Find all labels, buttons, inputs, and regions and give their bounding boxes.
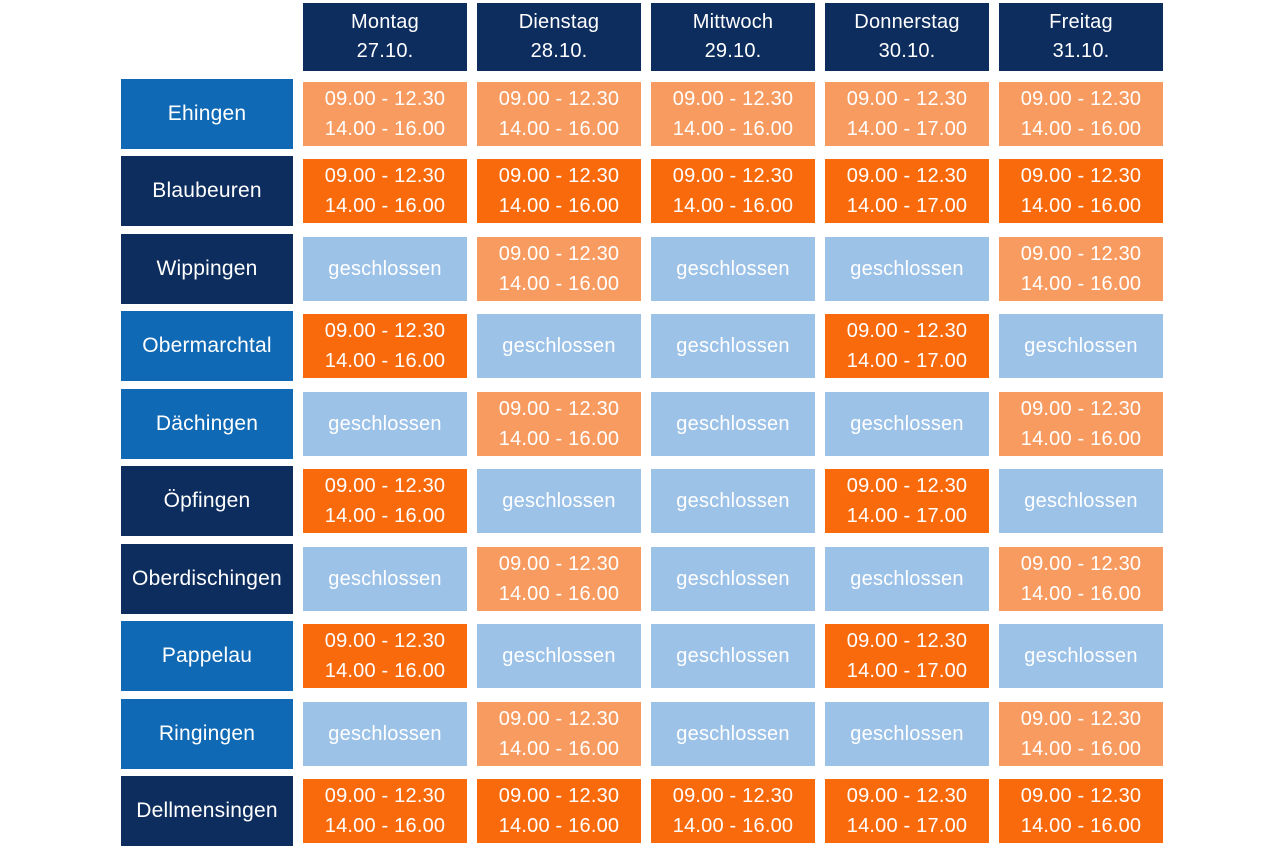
row-header-ehingen: Ehingen [121,78,293,149]
schedule-cell: 09.00 - 12.30 14.00 - 16.00 [303,779,467,843]
schedule-cell: geschlossen [477,624,641,688]
schedule-cell: 09.00 - 12.30 14.00 - 16.00 [477,236,641,301]
schedule-cell: geschlossen [825,391,989,456]
date-label: 28.10. [530,40,588,62]
schedule-cell: 09.00 - 12.30 14.00 - 17.00 [825,159,989,223]
table-corner-spacer [121,3,293,71]
schedule-cell: 09.00 - 12.30 14.00 - 16.00 [999,391,1163,456]
schedule-cell: 09.00 - 12.30 14.00 - 16.00 [303,314,467,378]
col-header-donnerstag: Donnerstag 30.10. [825,3,989,71]
schedule-cell: geschlossen [303,546,467,611]
schedule-cell: 09.00 - 12.30 14.00 - 16.00 [477,391,641,456]
schedule-cell: 09.00 - 12.30 14.00 - 16.00 [303,624,467,688]
schedule-cell: 09.00 - 12.30 14.00 - 16.00 [303,81,467,146]
day-label: Freitag [1049,11,1113,33]
row-header-blaubeuren: Blaubeuren [121,156,293,226]
row-header-wippingen: Wippingen [121,233,293,304]
schedule-cell: geschlossen [303,391,467,456]
date-label: 27.10. [356,40,414,62]
schedule-cell: geschlossen [651,314,815,378]
schedule-cell: geschlossen [999,469,1163,533]
schedule-cell: 09.00 - 12.30 14.00 - 16.00 [651,779,815,843]
schedule-cell: 09.00 - 12.30 14.00 - 16.00 [477,701,641,766]
row-header-dellmensingen: Dellmensingen [121,776,293,846]
day-label: Donnerstag [854,11,960,33]
schedule-cell: 09.00 - 12.30 14.00 - 17.00 [825,779,989,843]
date-label: 29.10. [704,40,762,62]
schedule-cell: geschlossen [999,624,1163,688]
day-label: Dienstag [518,11,600,33]
schedule-cell: geschlossen [651,624,815,688]
schedule-cell: geschlossen [651,469,815,533]
row-header-oberdischingen: Oberdischingen [121,543,293,614]
row-header-ringingen: Ringingen [121,698,293,769]
schedule-cell: 09.00 - 12.30 14.00 - 16.00 [477,159,641,223]
schedule-cell: 09.00 - 12.30 14.00 - 17.00 [825,314,989,378]
schedule-cell: geschlossen [825,546,989,611]
date-label: 30.10. [878,40,936,62]
col-header-montag: Montag 27.10. [303,3,467,71]
schedule-cell: 09.00 - 12.30 14.00 - 16.00 [999,779,1163,843]
schedule-cell: 09.00 - 12.30 14.00 - 16.00 [999,236,1163,301]
schedule-cell: 09.00 - 12.30 14.00 - 16.00 [999,701,1163,766]
schedule-cell: 09.00 - 12.30 14.00 - 16.00 [999,81,1163,146]
day-label: Mittwoch [692,11,774,33]
schedule-cell: 09.00 - 12.30 14.00 - 17.00 [825,624,989,688]
day-label: Montag [351,11,419,33]
col-header-mittwoch: Mittwoch 29.10. [651,3,815,71]
schedule-cell: geschlossen [477,469,641,533]
schedule-cell: geschlossen [651,546,815,611]
row-header-obermarchtal: Obermarchtal [121,311,293,381]
row-header-oepfingen: Öpfingen [121,466,293,536]
col-header-freitag: Freitag 31.10. [999,3,1163,71]
schedule-cell: 09.00 - 12.30 14.00 - 17.00 [825,469,989,533]
row-header-daechingen: Dächingen [121,388,293,459]
col-header-dienstag: Dienstag 28.10. [477,3,641,71]
schedule-cell: 09.00 - 12.30 14.00 - 16.00 [999,159,1163,223]
schedule-cell: geschlossen [477,314,641,378]
schedule-cell: geschlossen [651,236,815,301]
schedule-cell: geschlossen [999,314,1163,378]
schedule-cell: 09.00 - 12.30 14.00 - 16.00 [477,81,641,146]
schedule-cell: 09.00 - 12.30 14.00 - 16.00 [651,159,815,223]
schedule-cell: 09.00 - 12.30 14.00 - 16.00 [303,159,467,223]
date-label: 31.10. [1052,40,1110,62]
schedule-cell: geschlossen [825,701,989,766]
schedule-cell: geschlossen [303,701,467,766]
schedule-cell: 09.00 - 12.30 14.00 - 16.00 [999,546,1163,611]
schedule-cell: geschlossen [651,391,815,456]
schedule-cell: 09.00 - 12.30 14.00 - 16.00 [477,546,641,611]
schedule-cell: 09.00 - 12.30 14.00 - 16.00 [303,469,467,533]
opening-hours-table: Montag 27.10. Dienstag 28.10. Mittwoch 2… [121,3,1163,846]
row-header-pappelau: Pappelau [121,621,293,691]
schedule-cell: geschlossen [651,701,815,766]
schedule-cell: 09.00 - 12.30 14.00 - 17.00 [825,81,989,146]
schedule-cell: 09.00 - 12.30 14.00 - 16.00 [651,81,815,146]
schedule-cell: geschlossen [825,236,989,301]
schedule-cell: geschlossen [303,236,467,301]
schedule-cell: 09.00 - 12.30 14.00 - 16.00 [477,779,641,843]
